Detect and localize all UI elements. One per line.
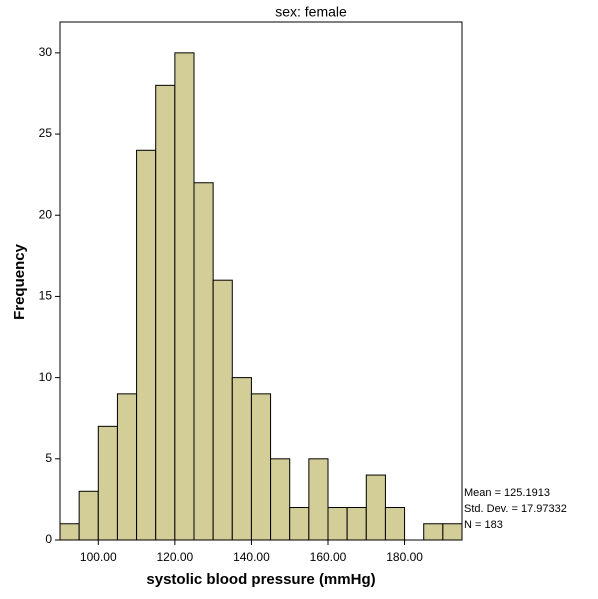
annotation: Mean = 125.1913 — [464, 487, 550, 499]
y-tick-label: 0 — [45, 532, 52, 546]
x-tick-label: 180.00 — [386, 550, 423, 564]
bar — [155, 84, 176, 541]
y-tick-label: 15 — [39, 289, 53, 303]
y-tick-label: 25 — [39, 126, 53, 140]
bar — [212, 279, 233, 541]
y-tick-label: 20 — [39, 207, 53, 221]
bar — [250, 393, 272, 541]
bar — [384, 507, 406, 541]
y-tick-label: 10 — [39, 370, 53, 384]
bar — [346, 507, 367, 541]
bar — [59, 523, 80, 541]
bar — [365, 474, 386, 541]
y-tick-label: 30 — [39, 45, 53, 59]
x-tick-label: 140.00 — [233, 550, 270, 564]
bar — [193, 182, 214, 541]
x-tick-label: 100.00 — [80, 550, 117, 564]
bar — [423, 523, 444, 541]
bar — [174, 52, 195, 541]
bar — [231, 377, 252, 541]
x-tick-label: 120.00 — [157, 550, 194, 564]
bar — [78, 490, 99, 541]
x-tick-label: 160.00 — [310, 550, 347, 564]
annotation: N = 183 — [464, 519, 503, 531]
bar — [116, 393, 138, 541]
bar — [270, 458, 291, 541]
bar — [289, 507, 310, 541]
y-tick-label: 5 — [45, 451, 52, 465]
bar — [327, 507, 348, 541]
chart-title: sex: female — [275, 4, 347, 20]
bar — [308, 458, 329, 541]
y-axis-label: Frequency — [11, 243, 28, 320]
bar — [136, 149, 157, 541]
plot-frame — [59, 21, 463, 541]
annotation: Std. Dev. = 17.97332 — [464, 503, 567, 515]
bar — [97, 425, 118, 541]
x-axis-label: systolic blood pressure (mmHg) — [146, 571, 375, 588]
bar — [442, 523, 463, 541]
